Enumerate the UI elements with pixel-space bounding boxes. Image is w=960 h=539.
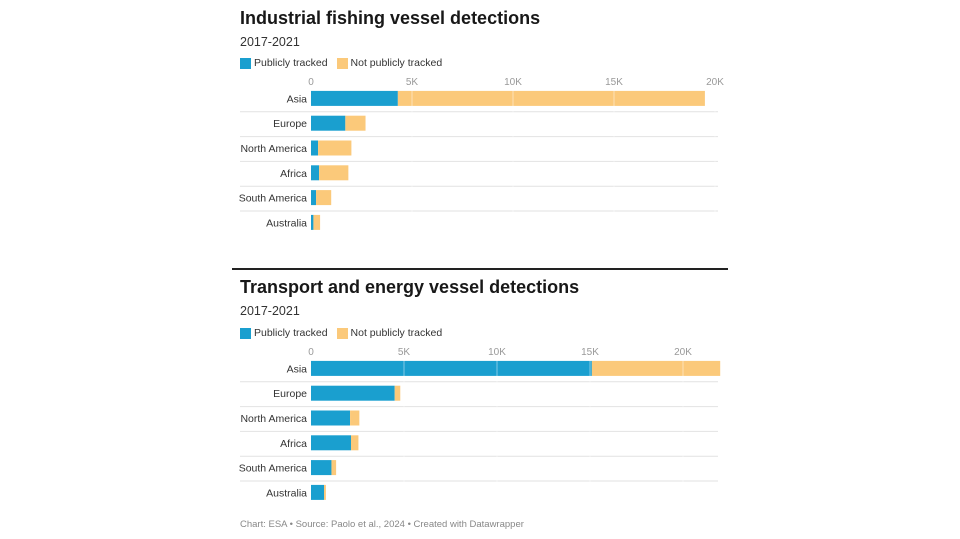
bar-north-america-publicly-tracked [311,410,351,426]
x-tick-label-15K: 15K [581,347,599,358]
category-label-australia: Australia [266,217,307,229]
bar-australia-not-publicly-tracked [313,214,321,230]
category-label-north-america: North America [240,143,307,155]
bar-africa-not-publicly-tracked [350,435,359,451]
bar-south-america-not-publicly-tracked [316,190,332,206]
legend-label-not-publicly-tracked: Not publicly tracked [350,327,443,339]
x-tick-label-5K: 5K [398,347,411,358]
chart-footer: Chart: ESA • Source: Paolo et al., 2024 … [240,519,524,530]
bar-north-america-publicly-tracked [311,140,319,156]
category-label-asia: Asia [287,363,308,375]
legend-swatch-publicly-tracked [240,327,251,339]
bar-australia-publicly-tracked [311,484,325,500]
bar-europe-publicly-tracked [311,115,346,131]
bar-north-america-not-publicly-tracked [318,140,352,156]
bar-africa-publicly-tracked [311,435,351,451]
chart-title: Transport and energy vessel detections [240,277,580,297]
bar-south-america-publicly-tracked [311,190,317,206]
bar-asia-not-publicly-tracked [591,360,721,376]
category-label-australia: Australia [266,487,307,499]
bar-south-america-publicly-tracked [311,460,332,476]
category-label-africa: Africa [280,438,307,450]
legend-swatch-publicly-tracked [240,57,251,69]
bar-europe-not-publicly-tracked [345,115,366,131]
bar-africa-not-publicly-tracked [319,165,349,181]
x-tick-label-0: 0 [308,77,314,88]
bar-australia-publicly-tracked [311,214,314,230]
x-tick-label-10K: 10K [504,77,522,88]
category-label-south-america: South America [239,193,307,205]
bar-europe-publicly-tracked [311,385,395,401]
section-divider [232,268,728,270]
category-label-europe: Europe [273,388,307,400]
x-tick-label-15K: 15K [605,77,623,88]
chart-title: Industrial fishing vessel detections [240,8,541,28]
legend-label-publicly-tracked: Publicly tracked [254,327,328,339]
bar-asia-publicly-tracked [311,360,592,376]
legend-label-not-publicly-tracked: Not publicly tracked [350,57,443,69]
legend-label-publicly-tracked: Publicly tracked [254,57,328,69]
x-tick-label-20K: 20K [706,77,724,88]
chart-legend: Publicly tracked Not publicly tracked [240,327,451,339]
bar-europe-not-publicly-tracked [394,385,401,401]
legend-item-publicly-tracked: Publicly tracked [240,327,328,339]
category-label-europe: Europe [273,118,307,130]
legend-swatch-not-publicly-tracked [336,327,348,339]
category-label-north-america: North America [240,413,307,425]
bar-africa-publicly-tracked [311,165,320,181]
bar-north-america-not-publicly-tracked [350,410,360,426]
legend-item-publicly-tracked: Publicly tracked [240,57,328,69]
bar-australia-not-publicly-tracked [324,484,326,500]
legend-item-not-publicly-tracked: Not publicly tracked [336,57,443,69]
bar-asia-not-publicly-tracked [397,90,705,106]
bar-south-america-not-publicly-tracked [331,460,337,476]
x-tick-label-5K: 5K [406,77,419,88]
chart-legend: Publicly tracked Not publicly tracked [240,57,451,69]
fishing-bar-chart: 0 5K 10K 15K 20K Asia Europe North America Afric… [239,77,724,236]
x-tick-label-10K: 10K [488,347,506,358]
x-tick-label-0: 0 [308,347,314,358]
bar-asia-publicly-tracked [311,90,398,106]
legend-item-not-publicly-tracked: Not publicly tracked [336,327,443,339]
chart-subtitle: 2017-2021 [240,304,300,318]
category-label-africa: Africa [280,168,307,180]
category-label-south-america: South America [239,463,307,475]
category-label-asia: Asia [287,93,308,105]
x-tick-label-20K: 20K [674,347,692,358]
chart-subtitle: 2017-2021 [240,35,300,49]
legend-swatch-not-publicly-tracked [336,57,348,69]
transport-bar-chart: 0 5K 10K 15K 20K Asia Europe North America Afric… [239,347,721,506]
